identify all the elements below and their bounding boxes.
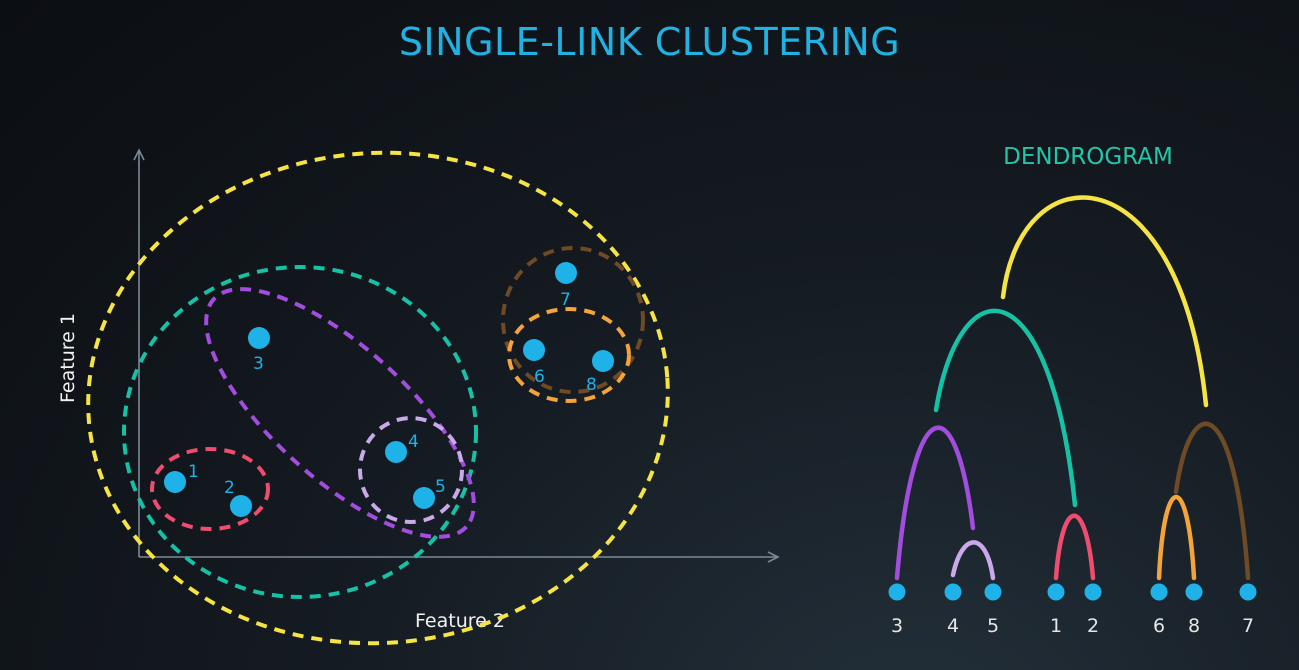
point-label-3: 3 bbox=[253, 354, 264, 374]
point-label-8: 8 bbox=[586, 375, 597, 395]
point-4 bbox=[385, 441, 407, 463]
scatter-axes: Feature 2 Feature 1 bbox=[57, 148, 780, 632]
slide-title: SINGLE-LINK CLUSTERING bbox=[398, 20, 901, 64]
arc-merge-1-5 bbox=[933, 308, 1078, 508]
leaf-label-4: 4 bbox=[947, 615, 959, 637]
y-axis-label: Feature 1 bbox=[57, 313, 79, 403]
leaf-label-1: 1 bbox=[1050, 615, 1062, 637]
arc-merge-6-8 bbox=[1156, 494, 1197, 581]
leaf-node-7 bbox=[1239, 583, 1257, 601]
point-label-6: 6 bbox=[534, 367, 545, 387]
leaf-label-3: 3 bbox=[891, 615, 903, 637]
leaf-label-6: 6 bbox=[1153, 615, 1165, 637]
scatter-points: 1 2 3 4 5 6 7 8 bbox=[164, 262, 614, 517]
arc-merge-4-5 bbox=[950, 540, 996, 581]
ring-cluster-1-2 bbox=[150, 447, 270, 531]
point-1 bbox=[164, 471, 186, 493]
dendrogram-arcs bbox=[894, 195, 1251, 581]
leaf-node-2 bbox=[1084, 583, 1102, 601]
leaf-node-6 bbox=[1150, 583, 1168, 601]
x-axis-arrow bbox=[767, 551, 780, 563]
leaf-node-8 bbox=[1185, 583, 1203, 601]
y-axis-arrow bbox=[133, 148, 145, 161]
ring-cluster-6-8 bbox=[507, 307, 631, 403]
ring-cluster-3-4-5 bbox=[204, 287, 476, 539]
ring-cluster-6-7-8 bbox=[501, 246, 645, 394]
dendrogram-title: DENDROGRAM bbox=[1003, 144, 1173, 170]
arc-merge-6-7-8 bbox=[1173, 421, 1251, 581]
leaf-label-7: 7 bbox=[1242, 615, 1254, 637]
point-6 bbox=[523, 339, 545, 361]
point-label-1: 1 bbox=[188, 462, 199, 482]
point-label-4: 4 bbox=[408, 432, 419, 452]
leaf-node-5 bbox=[984, 583, 1002, 601]
point-2 bbox=[230, 495, 252, 517]
arc-merge-1-2 bbox=[1053, 513, 1096, 581]
point-5 bbox=[413, 487, 435, 509]
ring-cluster-all bbox=[86, 150, 670, 646]
leaf-label-5: 5 bbox=[987, 615, 999, 637]
ring-cluster-4-5 bbox=[358, 416, 464, 524]
arc-merge-3-4-5 bbox=[894, 425, 976, 581]
leaf-node-1 bbox=[1047, 583, 1065, 601]
cluster-rings bbox=[86, 150, 670, 646]
point-7 bbox=[555, 262, 577, 284]
x-axis-label: Feature 2 bbox=[415, 610, 505, 632]
point-3 bbox=[248, 327, 270, 349]
dendrogram-leaves: 3 4 5 1 2 6 8 7 bbox=[888, 583, 1257, 637]
dendrogram: DENDROGRAM 3 4 5 1 2 6 8 7 bbox=[888, 144, 1257, 637]
point-8 bbox=[592, 350, 614, 372]
arc-merge-all bbox=[1000, 195, 1209, 408]
ring-cluster-1-5 bbox=[122, 265, 478, 599]
point-label-7: 7 bbox=[560, 290, 571, 310]
leaf-node-3 bbox=[888, 583, 906, 601]
leaf-label-2: 2 bbox=[1087, 615, 1099, 637]
point-label-5: 5 bbox=[435, 477, 446, 497]
leaf-node-4 bbox=[944, 583, 962, 601]
point-label-2: 2 bbox=[224, 478, 235, 498]
leaf-label-8: 8 bbox=[1188, 615, 1200, 637]
